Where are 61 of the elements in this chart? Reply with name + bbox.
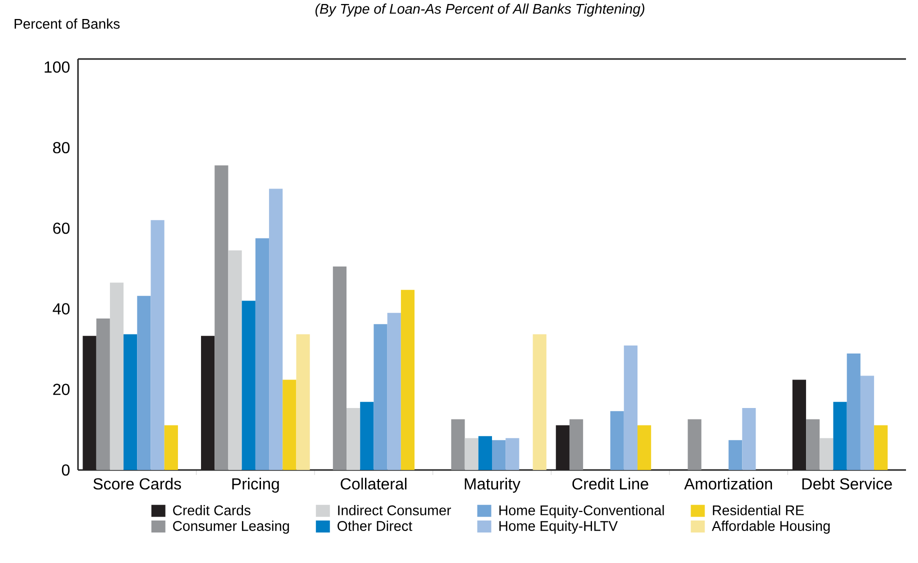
- bar: [833, 402, 847, 470]
- bar: [228, 250, 242, 470]
- y-tick-label: 20: [53, 384, 70, 396]
- bar: [846, 354, 860, 470]
- y-tick-label: 40: [52, 303, 70, 314]
- bar: [150, 220, 164, 470]
- legend-label: Other Direct: [338, 520, 412, 531]
- bar: [874, 425, 888, 470]
- bar: [255, 238, 270, 470]
- x-tick-label: Pricing: [232, 478, 279, 493]
- bar: [374, 324, 388, 470]
- y-tick-label: 60: [53, 222, 70, 234]
- y-tick-label: 0: [62, 464, 70, 476]
- bar: [164, 425, 178, 470]
- bar: [269, 188, 283, 470]
- bar: [110, 282, 124, 470]
- bar: [820, 438, 834, 470]
- legend-label: Consumer Leasing: [173, 520, 289, 534]
- bar: [637, 425, 652, 470]
- bar: [728, 440, 742, 470]
- bar: [624, 345, 638, 470]
- bar: [124, 334, 138, 470]
- bar: [282, 380, 296, 470]
- x-tick-label: Credit Line: [572, 478, 648, 490]
- bar: [137, 296, 151, 470]
- bar: [506, 438, 520, 470]
- x-tick-label: Debt Service: [802, 478, 892, 490]
- bar: [400, 290, 415, 470]
- bar: [860, 376, 874, 470]
- bar: [492, 440, 506, 470]
- bar: [346, 408, 360, 470]
- bar: [478, 436, 492, 470]
- bar: [96, 318, 110, 470]
- y-axis-title: Percent of Banks: [14, 18, 120, 29]
- legend-label: Home Equity-Conventional: [499, 505, 664, 518]
- bar: [296, 334, 310, 470]
- bar: [806, 419, 820, 470]
- bar: [360, 402, 374, 470]
- x-tick-label: Score Cards: [93, 478, 181, 490]
- bar: [742, 408, 756, 470]
- bar: [464, 438, 478, 470]
- x-tick-label: Amortization: [684, 478, 772, 490]
- x-tick-label: Maturity: [464, 478, 520, 493]
- legend-label: Indirect Consumer: [338, 505, 452, 516]
- bar: [214, 165, 228, 470]
- bar: [532, 334, 546, 470]
- bar: [332, 266, 347, 470]
- chart-subtitle: (By Type of Loan-As Percent of All Banks Tightening): [315, 4, 644, 17]
- bar: [242, 300, 256, 470]
- y-tick-label: 100: [44, 61, 70, 73]
- legend-label: Affordable Housing: [712, 520, 830, 534]
- bar: [569, 419, 584, 470]
- x-tick-label: Collateral: [340, 478, 406, 490]
- legend-label: Residential RE: [712, 505, 804, 516]
- bar: [387, 312, 401, 470]
- bar: [451, 419, 465, 470]
- legend-label: Credit Cards: [173, 505, 250, 516]
- legend-label: Home Equity-HLTV: [499, 520, 618, 534]
- bar: [688, 419, 702, 470]
- y-tick-label: 80: [53, 142, 70, 154]
- bar: [610, 411, 624, 470]
